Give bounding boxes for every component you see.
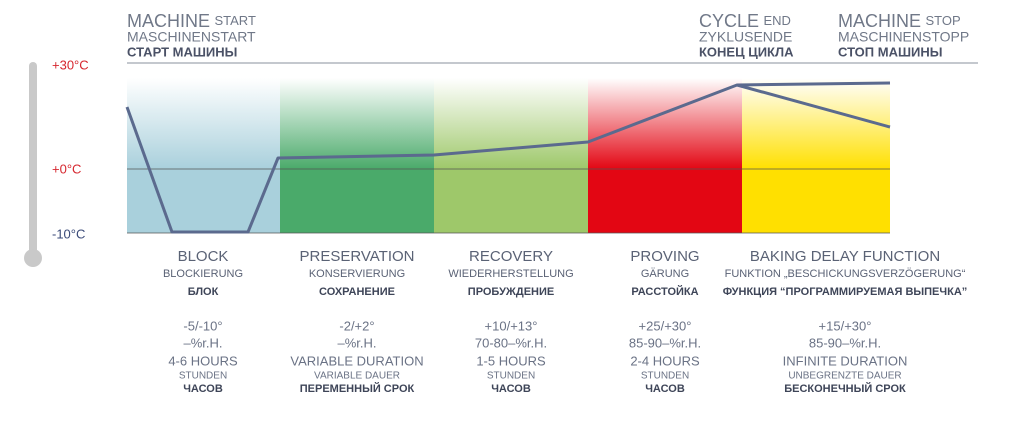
phase-de: FUNKTION „BESCHICKUNGSVERZÖGERUNG“ <box>725 268 966 280</box>
phase-ru: СОХРАНЕНИЕ <box>319 286 395 298</box>
header-suffix: START <box>214 13 255 28</box>
phase-duration: 1-5 HOURS <box>476 353 546 368</box>
phase-de: KONSERVIERUNG <box>309 268 405 280</box>
header-ru: КОНЕЦ ЦИКЛА <box>699 44 794 59</box>
phase-band <box>434 169 588 233</box>
phase-duration-ru: ЧАСОВ <box>183 383 223 395</box>
temperature-curve-branch <box>736 83 891 129</box>
phase-humidity: 85-90–%r.H. <box>629 335 701 350</box>
phase-temp: -5/-10° <box>183 318 222 333</box>
phase-band <box>742 169 890 233</box>
phase-fade <box>434 78 588 169</box>
header-main: MACHINE <box>127 11 210 31</box>
phase-de: WIEDERHERSTELLUNG <box>448 268 573 280</box>
header-suffix: STOP <box>925 13 960 28</box>
phase-humidity: –%r.H. <box>337 335 376 350</box>
temp-label: -10°C <box>52 226 85 241</box>
phase-temp: +10/+13° <box>485 318 538 333</box>
phase-name: PRESERVATION <box>299 248 414 265</box>
temperature-curve <box>125 81 891 234</box>
header-start: MACHINE START <box>127 11 256 31</box>
phase-duration-ru: БЕСКОНЕЧНЫЙ СРОК <box>784 382 906 395</box>
phase-temp: -2/+2° <box>339 318 374 333</box>
phase-ru: БЛОК <box>188 286 219 298</box>
phase-ru: ПРОБУЖДЕНИЕ <box>468 286 554 298</box>
phase-columns <box>127 78 890 233</box>
phase-labels: BLOCK BLOCKIERUNG БЛОК -5/-10° –%r.H. 4-6 HOU… <box>163 248 967 395</box>
header-ru: СТАРТ МАШИНЫ <box>127 44 237 59</box>
phase-fade <box>127 78 280 169</box>
header-de: MASCHINENSTART <box>127 29 256 45</box>
thermometer-bulb <box>24 249 42 267</box>
phase-name: BLOCK <box>178 248 229 265</box>
phase-humidity: –%r.H. <box>183 335 222 350</box>
phase-duration-de: UNBEGRENZTE DAUER <box>788 371 901 382</box>
phase-duration-de: VARIABLE DAUER <box>314 371 400 382</box>
phase-ru: РАССТОЙКА <box>631 285 698 298</box>
phase-duration: INFINITE DURATION <box>783 353 908 368</box>
phase-name: PROVING <box>630 248 699 265</box>
temp-label: +0°C <box>52 161 81 176</box>
phase-fade <box>280 78 434 169</box>
phase-ru: ФУНКЦИЯ “ПРОГРАММИРУЕМАЯ ВЫПЕЧКА” <box>723 286 968 298</box>
temp-label: +30°C <box>52 57 89 72</box>
phase-temp: +15/+30° <box>819 318 872 333</box>
header-main: MACHINE <box>838 11 921 31</box>
phase-temp: +25/+30° <box>639 318 692 333</box>
header-main: CYCLE <box>699 11 759 31</box>
header-stop: MACHINE STOP <box>838 11 961 31</box>
phase-duration-ru: ЧАСОВ <box>645 383 685 395</box>
header-suffix: END <box>763 13 790 28</box>
phase-name: RECOVERY <box>469 248 553 265</box>
header-de: ZYKLUSENDE <box>699 29 792 45</box>
phase-band <box>588 169 742 233</box>
thermometer <box>29 62 37 258</box>
phase-humidity: 70-80–%r.H. <box>475 335 547 350</box>
phase-band <box>280 169 434 233</box>
phase-duration: 4-6 HOURS <box>168 353 238 368</box>
phase-band <box>127 169 280 233</box>
phase-de: GÄRUNG <box>641 268 689 280</box>
header-end: CYCLE END <box>699 11 791 31</box>
phase-de: BLOCKIERUNG <box>163 268 243 280</box>
phase-name: BAKING DELAY FUNCTION <box>750 248 940 265</box>
phase-duration: 2-4 HOURS <box>630 353 700 368</box>
phase-duration: VARIABLE DURATION <box>290 353 423 368</box>
header-de: MASCHINENSTOPP <box>838 29 969 45</box>
phase-duration-ru: ПЕРЕМЕННЫЙ СРОК <box>300 382 415 395</box>
phase-humidity: 85-90–%r.H. <box>809 335 881 350</box>
phase-duration-ru: ЧАСОВ <box>491 383 531 395</box>
phase-duration-de: STUNDEN <box>641 371 689 382</box>
phase-duration-de: STUNDEN <box>179 371 227 382</box>
header-ru: СТОП МАШИНЫ <box>838 44 943 59</box>
phase-duration-de: STUNDEN <box>487 371 535 382</box>
